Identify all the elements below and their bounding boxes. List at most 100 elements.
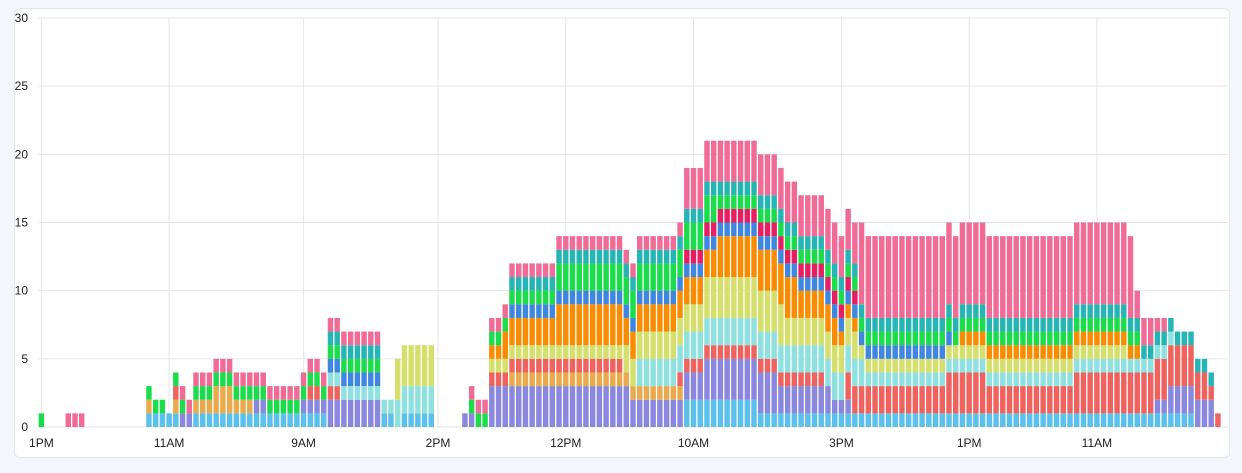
bar-segment — [670, 249, 677, 264]
bar-segment — [919, 236, 925, 318]
bar-segment — [993, 413, 999, 427]
bar-segment — [657, 358, 663, 387]
bar-segment — [818, 277, 824, 291]
bar-segment — [919, 386, 925, 414]
bar-segment — [798, 345, 804, 373]
bar-segment — [327, 399, 334, 427]
bar-segment — [1040, 236, 1046, 318]
bar-segment — [193, 386, 199, 400]
bar-segment — [771, 358, 777, 373]
bar-segment — [892, 386, 898, 414]
bar-segment — [1033, 358, 1040, 373]
bar-segment — [643, 249, 650, 264]
bar-segment — [744, 236, 751, 278]
bar-segment — [1020, 331, 1026, 346]
bar-segment — [831, 399, 838, 414]
bar-segment — [852, 304, 858, 318]
bar-segment — [509, 358, 515, 373]
bar-segment — [603, 236, 609, 250]
bar-segment — [267, 413, 273, 427]
bar-segment — [522, 317, 529, 346]
bar-segment — [744, 399, 751, 427]
bar-segment — [872, 372, 878, 387]
y-tick-label: 0 — [21, 420, 28, 434]
bar-segment — [637, 290, 643, 305]
bar-segment — [1013, 372, 1019, 387]
bar-segment — [327, 386, 334, 400]
bar-segment — [805, 290, 811, 318]
bar-segment — [737, 345, 744, 359]
bar-segment — [737, 317, 744, 346]
bar-segment — [764, 195, 771, 209]
bar-segment — [1127, 236, 1134, 318]
bar-segment — [1026, 413, 1033, 427]
bar-segment — [946, 345, 952, 359]
bar-segment — [946, 331, 952, 346]
bar-segment — [818, 345, 824, 373]
bar-segment — [1134, 358, 1140, 373]
bar-segment — [415, 345, 421, 387]
bar-segment — [670, 304, 677, 332]
bar-segment — [1134, 290, 1140, 318]
bar-segment — [778, 304, 784, 346]
bar-segment — [690, 399, 697, 427]
bar-segment — [1053, 358, 1060, 373]
x-tick-label: 9AM — [291, 436, 316, 450]
bar-segment — [663, 358, 670, 387]
bar-segment — [556, 290, 562, 305]
bar-segment — [831, 290, 838, 305]
bar-segment — [717, 345, 724, 359]
bar-segment — [374, 372, 381, 387]
bar-segment — [1114, 345, 1120, 359]
bar-segment — [260, 386, 266, 400]
bar-segment — [1040, 386, 1046, 414]
bar-segment — [536, 372, 542, 387]
bar-segment — [341, 331, 347, 346]
bar-segment — [663, 331, 670, 359]
bar-segment — [300, 386, 307, 400]
bar-segment — [1060, 413, 1066, 427]
bar-segment — [1020, 386, 1026, 414]
bar-segment — [1006, 317, 1013, 332]
bar-segment — [1040, 317, 1046, 332]
bar-segment — [529, 345, 535, 359]
bar-segment — [1174, 331, 1181, 346]
bar-segment — [468, 399, 475, 414]
bar-segment — [697, 304, 703, 332]
bar-segment — [697, 372, 703, 400]
bar-segment — [993, 317, 999, 332]
bar-segment — [670, 263, 677, 291]
bar-segment — [468, 413, 475, 427]
bar-segment — [959, 304, 966, 318]
bar-segment — [758, 208, 764, 223]
bar-segment — [1107, 331, 1114, 346]
bar-segment — [986, 236, 993, 318]
bar-segment — [899, 413, 905, 427]
bar-segment — [1080, 345, 1087, 359]
bar-segment — [536, 263, 542, 278]
bar-segment — [1100, 331, 1107, 346]
bar-segment — [798, 249, 804, 264]
bar-segment — [986, 386, 993, 414]
bar-segment — [462, 413, 468, 427]
bar-segment — [811, 195, 818, 237]
bar-segment — [717, 208, 724, 223]
bar-segment — [361, 399, 367, 427]
bar-segment — [704, 236, 710, 250]
bar-segment — [253, 399, 260, 414]
bar-segment — [515, 317, 522, 346]
bar-segment — [616, 372, 623, 387]
bar-segment — [1040, 358, 1046, 373]
bar-segment — [1121, 358, 1127, 373]
bar-segment — [1208, 399, 1214, 427]
bar-segment — [1188, 331, 1194, 346]
bar-segment — [1121, 222, 1127, 305]
bar-segment — [684, 358, 690, 373]
bar-segment — [415, 413, 421, 427]
bar-segment — [845, 263, 851, 278]
bar-segment — [831, 222, 838, 264]
bar-segment — [966, 222, 972, 305]
bar-segment — [872, 317, 878, 332]
bar-segment — [825, 249, 831, 264]
bar-segment — [912, 345, 919, 359]
